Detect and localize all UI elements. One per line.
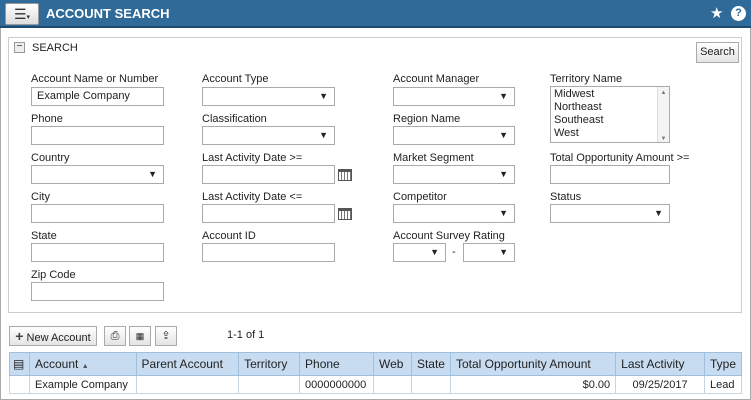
account-id-label: Account ID: [202, 230, 256, 242]
export-icon[interactable]: ⇪: [155, 326, 177, 346]
competitor-label: Competitor: [393, 191, 447, 203]
column-header-state[interactable]: State: [410, 352, 451, 376]
columns-icon[interactable]: ▦: [129, 326, 151, 346]
search-panel: [8, 37, 742, 313]
row-select-cell[interactable]: [9, 375, 30, 394]
table-row[interactable]: Example Company 0000000000 $0.00 09/25/2…: [9, 375, 743, 394]
competitor-select[interactable]: ▼: [393, 204, 515, 223]
column-header-total-opportunity-amount[interactable]: Total Opportunity Amount: [449, 352, 617, 376]
page-title: ACCOUNT SEARCH: [46, 6, 170, 21]
column-header-territory[interactable]: Territory: [238, 352, 301, 376]
country-select[interactable]: ▼: [31, 165, 164, 184]
survey-rating-label: Account Survey Rating: [393, 230, 505, 242]
market-segment-select[interactable]: ▼: [393, 165, 515, 184]
total-opp-input[interactable]: [550, 165, 670, 184]
territory-option[interactable]: Southeast: [554, 114, 604, 126]
cell-state: [410, 375, 451, 394]
column-chooser-icon[interactable]: ▤: [9, 352, 30, 376]
column-header-phone[interactable]: Phone: [299, 352, 374, 376]
last-activity-to-label: Last Activity Date <=: [202, 191, 303, 203]
territory-option[interactable]: West: [554, 127, 579, 139]
account-type-label: Account Type: [202, 73, 269, 85]
account-type-select[interactable]: ▼: [202, 87, 335, 106]
last-activity-from-label: Last Activity Date >=: [202, 152, 303, 164]
results-grid: ▤ Account ▲ Parent Account Territory Pho…: [9, 352, 743, 394]
column-header-type[interactable]: Type: [703, 352, 743, 376]
account-name-label: Account Name or Number: [31, 73, 159, 85]
last-activity-from-input[interactable]: [202, 165, 335, 184]
total-opp-label: Total Opportunity Amount >=: [550, 152, 690, 164]
city-label: City: [31, 191, 50, 203]
territory-option[interactable]: Midwest: [554, 88, 595, 100]
sort-asc-icon: ▲: [81, 363, 89, 370]
new-account-button[interactable]: + New Account: [9, 326, 97, 346]
calendar-icon[interactable]: [338, 208, 352, 220]
calendar-icon[interactable]: [338, 169, 352, 181]
grid-header-row: ▤ Account ▲ Parent Account Territory Pho…: [9, 352, 743, 376]
print-icon[interactable]: ⎙: [104, 326, 126, 346]
state-label: State: [31, 230, 57, 242]
account-id-input[interactable]: [202, 243, 335, 262]
help-icon[interactable]: ?: [731, 6, 746, 21]
cell-territory: [238, 375, 301, 394]
country-label: Country: [31, 152, 70, 164]
classification-label: Classification: [202, 113, 267, 125]
survey-rating-max-select[interactable]: ▼: [463, 243, 515, 262]
search-section-title: SEARCH: [32, 42, 78, 54]
cell-account[interactable]: Example Company: [28, 375, 137, 394]
column-header-web[interactable]: Web: [372, 352, 412, 376]
hamburger-menu-icon[interactable]: ☰▾: [5, 3, 39, 25]
cell-web: [372, 375, 412, 394]
pagination-text: 1-1 of 1: [227, 329, 265, 341]
status-select[interactable]: ▼: [550, 204, 670, 223]
cell-total-opportunity-amount: $0.00: [449, 375, 617, 394]
range-separator: -: [452, 246, 456, 258]
region-label: Region Name: [393, 113, 461, 125]
status-label: Status: [550, 191, 582, 203]
new-account-label: New Account: [26, 332, 91, 344]
region-select[interactable]: ▼: [393, 126, 515, 145]
cell-parent-account: [135, 375, 240, 394]
survey-rating-min-select[interactable]: ▼: [393, 243, 446, 262]
cell-last-activity: 09/25/2017: [615, 375, 705, 394]
account-manager-select[interactable]: ▼: [393, 87, 515, 106]
column-header-account[interactable]: Account ▲: [28, 352, 137, 376]
star-icon[interactable]: ★: [710, 5, 724, 22]
plus-icon: +: [15, 328, 24, 344]
territory-option[interactable]: Northeast: [554, 101, 602, 113]
column-header-parent-account[interactable]: Parent Account: [135, 352, 240, 376]
cell-phone: 0000000000: [299, 375, 374, 394]
header-bar: [0, 0, 751, 28]
last-activity-to-input[interactable]: [202, 204, 335, 223]
scrollbar[interactable]: ▲ ▼: [657, 87, 669, 142]
market-segment-label: Market Segment: [393, 152, 474, 164]
zip-label: Zip Code: [31, 269, 76, 281]
classification-select[interactable]: ▼: [202, 126, 335, 145]
account-manager-label: Account Manager: [393, 73, 480, 85]
territory-listbox[interactable]: Midwest Northeast Southeast West ▲ ▼: [550, 86, 670, 143]
territory-label: Territory Name: [550, 73, 623, 85]
collapse-icon[interactable]: −: [14, 42, 25, 53]
phone-label: Phone: [31, 113, 63, 125]
zip-input[interactable]: [31, 282, 164, 301]
city-input[interactable]: [31, 204, 164, 223]
phone-input[interactable]: [31, 126, 164, 145]
account-name-input[interactable]: Example Company: [31, 87, 164, 106]
column-header-last-activity[interactable]: Last Activity: [615, 352, 705, 376]
cell-type: Lead: [703, 375, 743, 394]
search-button[interactable]: Search: [696, 42, 739, 63]
state-input[interactable]: [31, 243, 164, 262]
